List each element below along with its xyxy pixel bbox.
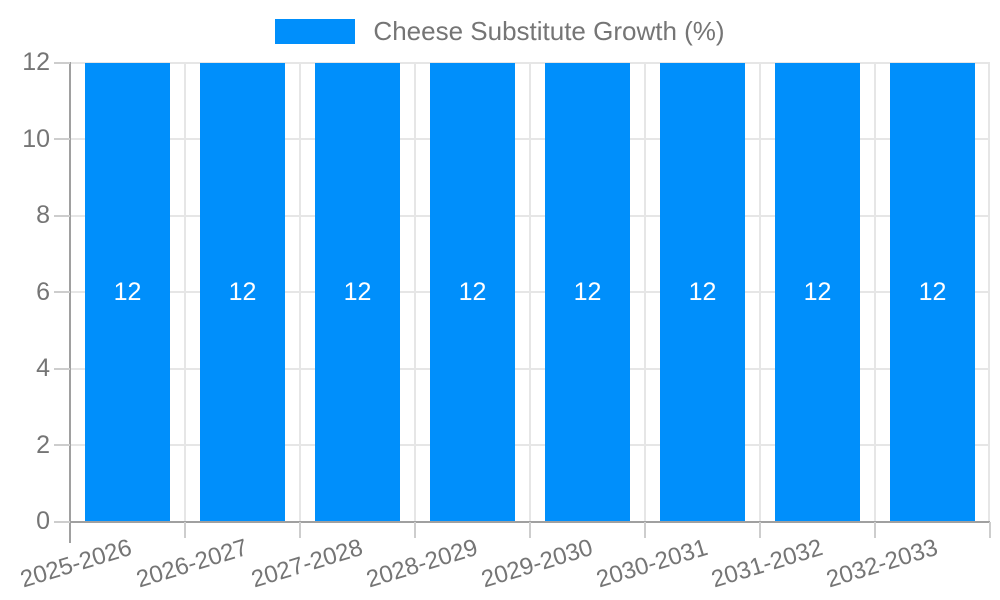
gridline-v (759, 63, 761, 522)
y-tick (54, 291, 70, 293)
x-tick (874, 522, 876, 538)
bar[interactable]: 12 (200, 63, 285, 522)
y-tick (54, 368, 70, 370)
bar[interactable]: 12 (545, 63, 630, 522)
x-tick (414, 522, 416, 538)
x-tick (644, 522, 646, 538)
y-tick (54, 62, 70, 64)
bar-value-label: 12 (918, 278, 947, 306)
y-axis-tick-label: 12 (22, 47, 50, 76)
bar[interactable]: 12 (315, 63, 400, 522)
bar[interactable]: 12 (85, 63, 170, 522)
legend-label: Cheese Substitute Growth (%) (373, 16, 725, 46)
y-axis-line (69, 62, 71, 543)
y-axis-tick-label: 2 (36, 430, 50, 459)
y-axis-tick-label: 0 (36, 506, 50, 535)
x-tick (989, 522, 991, 538)
bar-value-label: 12 (113, 278, 142, 306)
y-tick (54, 521, 70, 523)
y-axis-tick-label: 6 (36, 277, 50, 306)
legend-swatch-icon (275, 19, 356, 44)
y-axis-tick-label: 4 (36, 353, 50, 382)
x-tick (759, 522, 761, 538)
y-axis-tick-label: 10 (22, 124, 50, 153)
y-tick (54, 215, 70, 217)
plot-area: 12 12 12 12 12 12 12 12 (70, 62, 990, 522)
y-axis-tick-label: 8 (36, 200, 50, 229)
gridline-v (184, 63, 186, 522)
y-tick (54, 138, 70, 140)
x-tick (184, 522, 186, 538)
x-tick (529, 522, 531, 538)
gridline-v (529, 63, 531, 522)
bar-value-label: 12 (803, 278, 832, 306)
gridline-v (644, 63, 646, 522)
gridline-v (874, 63, 876, 522)
gridline-v (414, 63, 416, 522)
bar-value-label: 12 (573, 278, 602, 306)
bar-value-label: 12 (343, 278, 372, 306)
bar[interactable]: 12 (430, 63, 515, 522)
gridline-v (299, 63, 301, 522)
legend-item[interactable]: Cheese Substitute Growth (%) (275, 16, 725, 47)
bar-value-label: 12 (458, 278, 487, 306)
bar-value-label: 12 (688, 278, 717, 306)
bar-series: 12 12 12 12 12 12 12 12 (70, 63, 990, 522)
bar[interactable]: 12 (660, 63, 745, 522)
bar[interactable]: 12 (775, 63, 860, 522)
legend: Cheese Substitute Growth (%) (0, 16, 1000, 47)
x-tick (299, 522, 301, 538)
gridline-v (988, 63, 990, 522)
bar[interactable]: 12 (890, 63, 975, 522)
bar-value-label: 12 (228, 278, 257, 306)
y-tick (54, 444, 70, 446)
